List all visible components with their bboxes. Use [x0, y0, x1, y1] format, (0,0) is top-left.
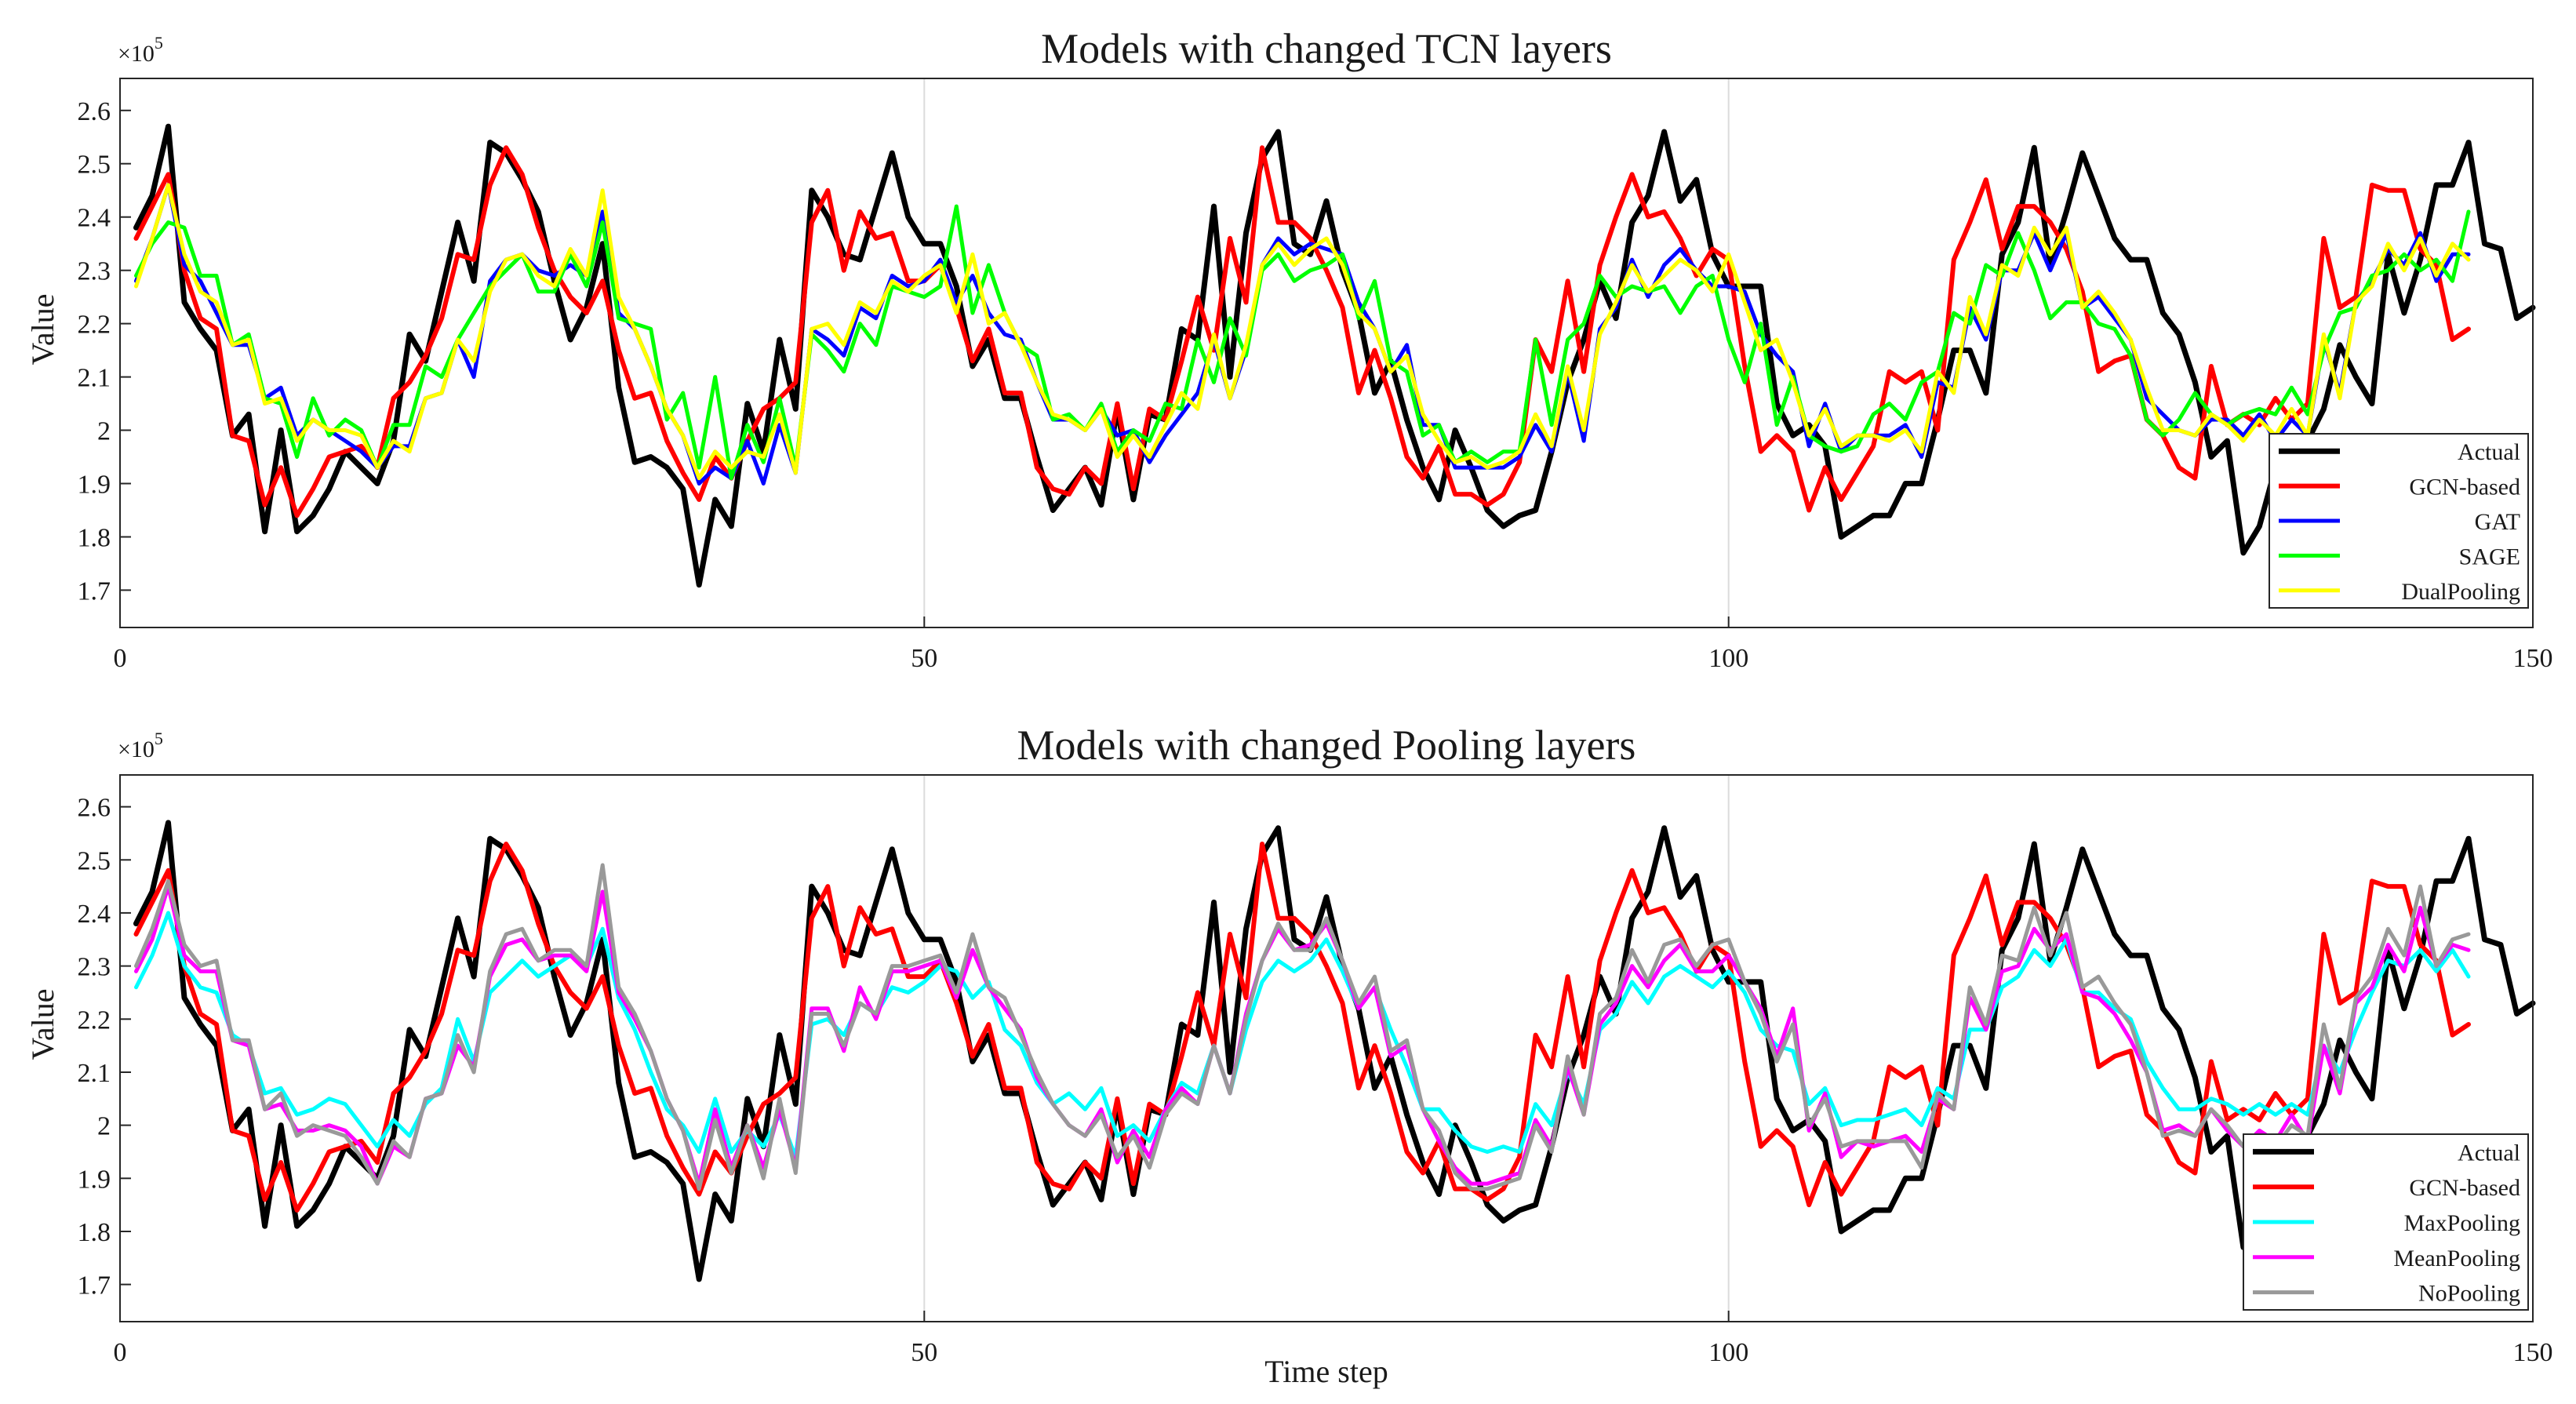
chart-title: Models with changed Pooling layers [1017, 722, 1636, 769]
y-tick-label: 2.6 [78, 794, 111, 823]
series-line-actual [133, 123, 2536, 588]
series-line-nopooling [134, 863, 2471, 1191]
y-tick-label: 1.8 [78, 1218, 111, 1247]
x-tick-label: 150 [2513, 644, 2553, 673]
y-axis-label: Value [25, 293, 60, 365]
chart-title: Models with changed TCN layers [1041, 25, 1612, 72]
legend-label: MeanPooling [2393, 1246, 2520, 1271]
y-tick-label: 2.2 [78, 311, 111, 340]
legend-label: NoPooling [2418, 1281, 2520, 1307]
x-tick-label: 50 [911, 644, 937, 673]
y-tick-label: 2.4 [78, 900, 111, 929]
y-tick-label: 2.1 [78, 1059, 111, 1088]
y-tick-label: 2.5 [78, 151, 111, 180]
legend-label: GCN-based [2409, 475, 2520, 500]
y-tick-label: 1.9 [78, 471, 111, 500]
series-line-actual [133, 820, 2536, 1282]
y-tick-label: 1.7 [78, 1271, 111, 1300]
legend: Actual GCN-based GAT SAGE DualPooling [2269, 433, 2529, 609]
y-tick-label: 2 [97, 417, 111, 446]
x-tick-label: 0 [114, 644, 127, 673]
series-layer [133, 820, 2536, 1282]
x-tick-label: 0 [114, 1338, 127, 1367]
y-tick-label: 1.9 [78, 1165, 111, 1194]
legend: Actual GCN-based MaxPooling MeanPooling NoPo… [2243, 1133, 2529, 1311]
y-tick-label: 1.7 [78, 577, 111, 606]
ticks-layer: 0 50 100 150 1.7 1.8 1.9 2 2.1 2.2 2.3 2.4 2.5 2.6 [78, 794, 2553, 1367]
y-tick-label: 1.8 [78, 524, 111, 553]
x-tick-label: 100 [1708, 644, 1748, 673]
legend-label: DualPooling [2401, 579, 2520, 605]
panel-pooling-layers: Models with changed Pooling layers ×105 … [25, 722, 2553, 1389]
series-line-dualpooling [134, 183, 2471, 481]
y-tick-label: 2.2 [78, 1006, 111, 1035]
y-tick-label: 2.3 [78, 257, 111, 286]
y-tick-label: 2.6 [78, 97, 111, 126]
legend-label: Actual [2458, 439, 2520, 465]
y-tick-label: 2.1 [78, 364, 111, 393]
axes-frame [119, 774, 2534, 1322]
grid-layer [923, 78, 1730, 627]
series-layer [133, 123, 2536, 588]
x-tick-label: 50 [911, 1338, 937, 1367]
y-tick-label: 2.3 [78, 953, 111, 982]
axes-frame [119, 78, 2534, 628]
y-tick-label: 2.4 [78, 204, 111, 233]
legend-label: GAT [2475, 509, 2520, 535]
legend-label: MaxPooling [2404, 1210, 2520, 1236]
x-tick-label: 150 [2513, 1338, 2553, 1367]
y-axis-label: Value [25, 988, 60, 1060]
grid-layer [923, 775, 1730, 1322]
y-tick-label: 2.5 [78, 846, 111, 875]
legend-label: Actual [2458, 1140, 2520, 1166]
legend-label: SAGE [2459, 544, 2520, 569]
panel-tcn-layers: Models with changed TCN layers ×105 Valu… [25, 25, 2553, 673]
ticks-layer: 0 50 100 150 1.7 1.8 1.9 2 2.1 2.2 2.3 2.4 2.5 2.6 [78, 97, 2553, 673]
y-tick-label: 2 [97, 1112, 111, 1141]
legend-label: GCN-based [2409, 1175, 2520, 1201]
x-axis-label: Time step [1264, 1354, 1388, 1389]
x-tick-label: 100 [1708, 1338, 1748, 1367]
